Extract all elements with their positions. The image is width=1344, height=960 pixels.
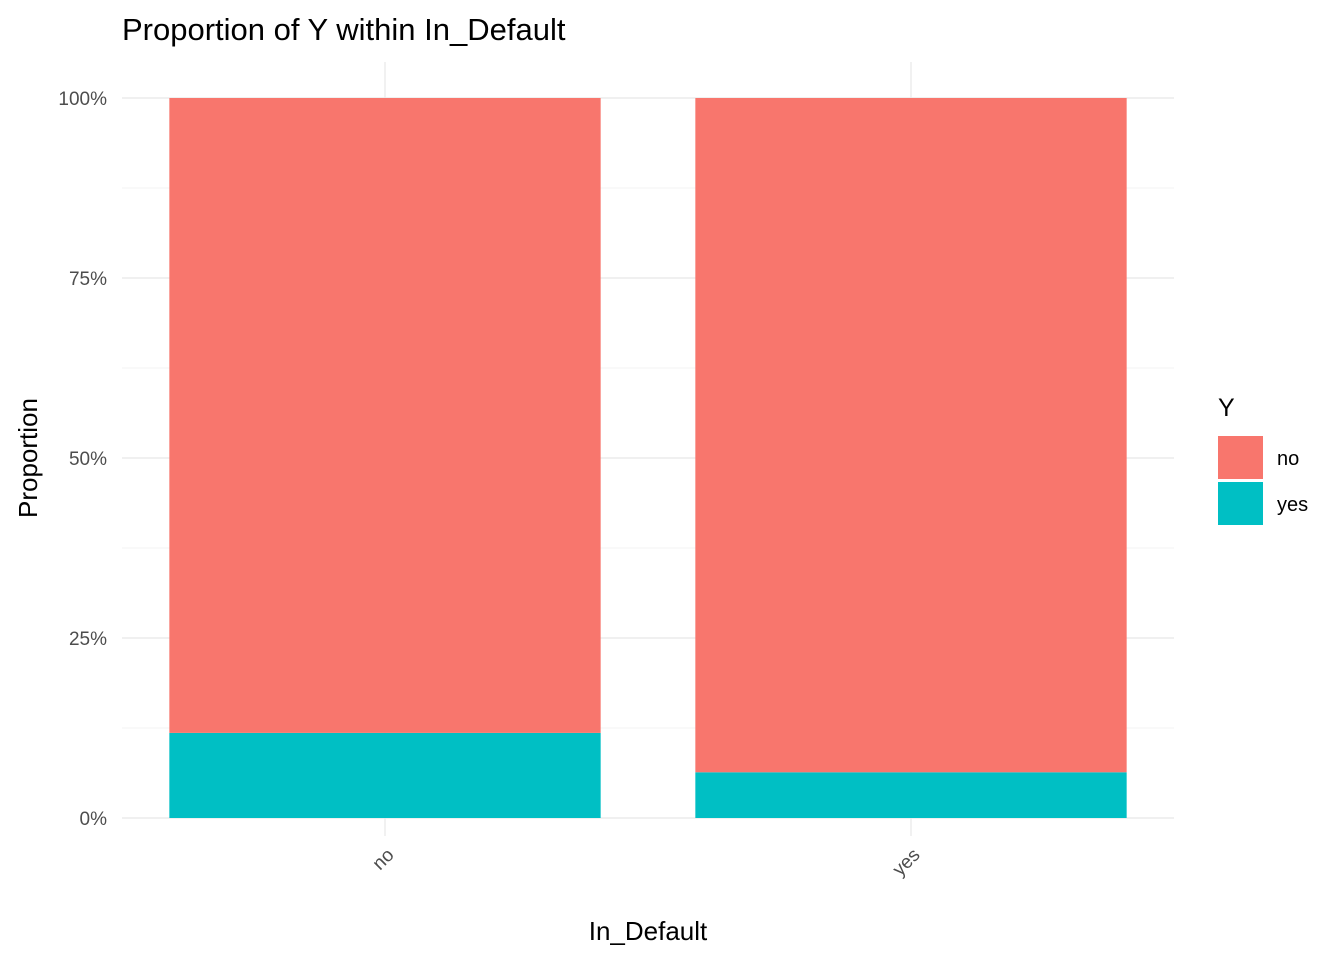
y-tick-label: 25% bbox=[69, 629, 107, 650]
legend-key-no bbox=[1218, 436, 1263, 479]
x-axis-title: In_Default bbox=[589, 916, 708, 946]
y-axis-title: Proportion bbox=[13, 398, 43, 518]
x-axis-ticks: no yes bbox=[369, 845, 925, 881]
x-tick-label: yes bbox=[889, 845, 925, 881]
legend: Y no yes bbox=[1218, 394, 1308, 525]
bars bbox=[169, 98, 1127, 818]
y-tick-label: 50% bbox=[69, 449, 107, 470]
bar-yes-yes bbox=[695, 772, 1127, 818]
legend-key-yes bbox=[1218, 482, 1263, 525]
y-axis-ticks: 0% 25% 50% 75% 100% bbox=[58, 89, 107, 830]
y-tick-label: 100% bbox=[58, 89, 107, 110]
chart-title: Proportion of Y within In_Default bbox=[122, 12, 566, 47]
legend-label-yes: yes bbox=[1277, 494, 1308, 516]
y-tick-label: 0% bbox=[80, 809, 108, 830]
bar-no-no bbox=[169, 98, 601, 733]
legend-title: Y bbox=[1218, 394, 1235, 422]
x-tick-label: no bbox=[369, 845, 399, 875]
y-tick-label: 75% bbox=[69, 269, 107, 290]
bar-no-yes bbox=[169, 732, 601, 818]
bar-yes-no bbox=[695, 98, 1127, 773]
legend-label-no: no bbox=[1277, 448, 1299, 470]
